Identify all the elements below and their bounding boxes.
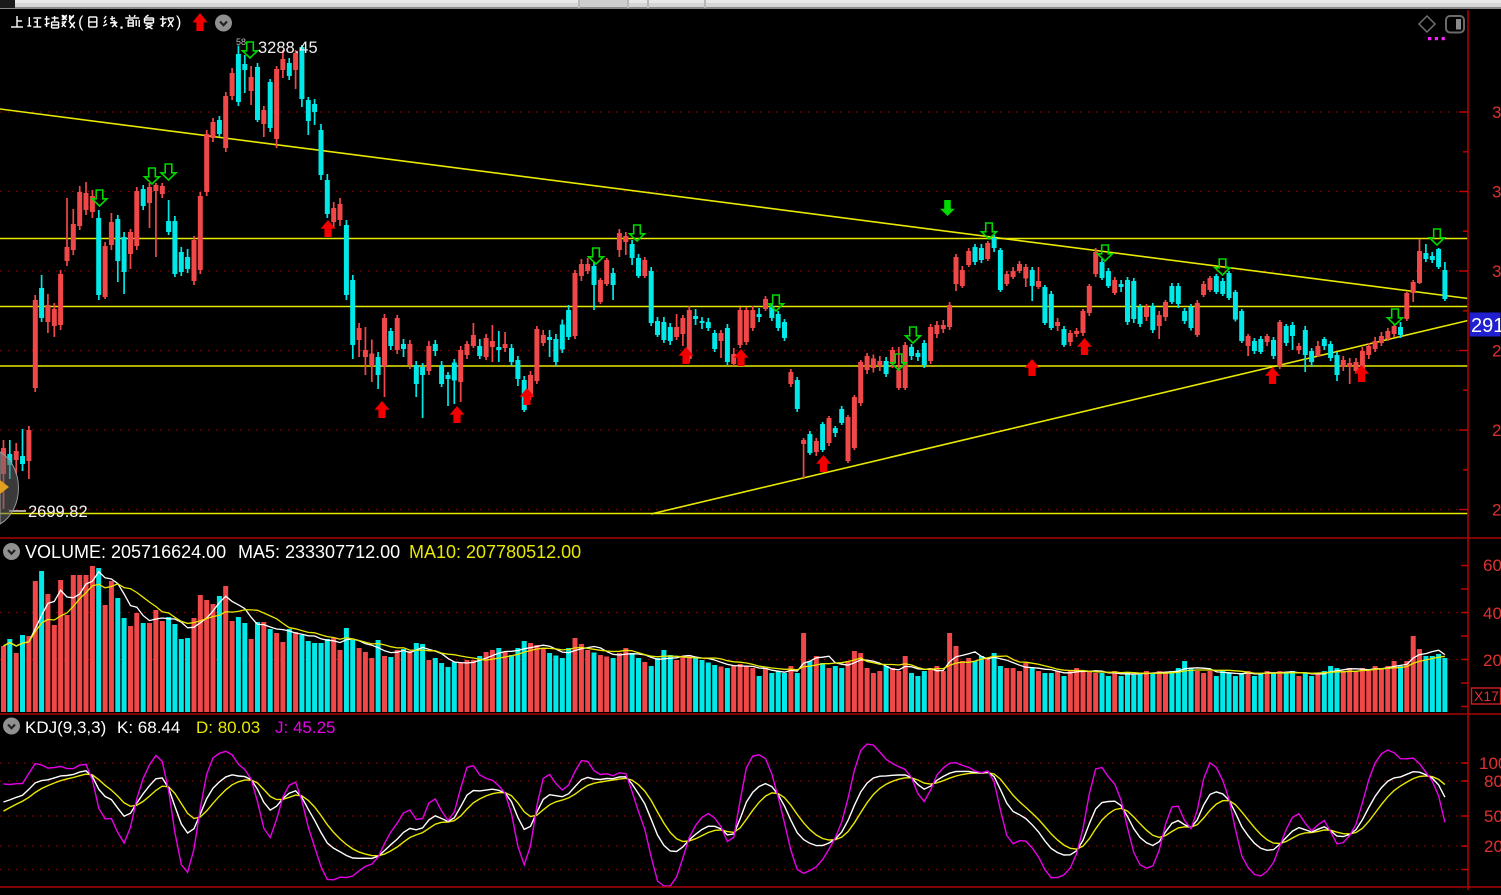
svg-text:100: 100	[1479, 754, 1501, 773]
svg-text:20: 20	[1484, 837, 1501, 856]
svg-text:(: (	[78, 14, 84, 31]
svg-text:27: 27	[1492, 501, 1501, 520]
svg-text:VOLUME: 205716624.00: VOLUME: 205716624.00	[25, 542, 226, 562]
svg-text:MA5: 233307712.00: MA5: 233307712.00	[238, 542, 400, 562]
svg-text:2699.82: 2699.82	[28, 503, 88, 521]
svg-text:3288.45: 3288.45	[258, 39, 318, 57]
svg-text:31: 31	[1492, 183, 1501, 202]
svg-text:X17: X17	[1474, 688, 1499, 704]
svg-text:20: 20	[1483, 651, 1501, 670]
svg-text:60: 60	[1483, 556, 1501, 575]
svg-text:K: 68.44: K: 68.44	[117, 718, 180, 737]
svg-text:40: 40	[1483, 604, 1501, 623]
svg-text:58: 58	[236, 37, 246, 47]
svg-text:KDJ(9,3,3): KDJ(9,3,3)	[25, 718, 106, 737]
svg-text:28: 28	[1492, 421, 1501, 440]
svg-text:50: 50	[1484, 807, 1501, 826]
svg-text:30: 30	[1492, 262, 1501, 281]
svg-text:J: 45.25: J: 45.25	[275, 718, 336, 737]
svg-text:29: 29	[1492, 342, 1501, 361]
svg-text:2917: 2917	[1471, 315, 1501, 337]
svg-text:32: 32	[1492, 103, 1501, 122]
svg-text:D: 80.03: D: 80.03	[196, 718, 260, 737]
svg-text:80: 80	[1484, 772, 1501, 791]
svg-text:): )	[176, 14, 181, 31]
svg-text:MA10: 207780512.00: MA10: 207780512.00	[409, 542, 581, 562]
